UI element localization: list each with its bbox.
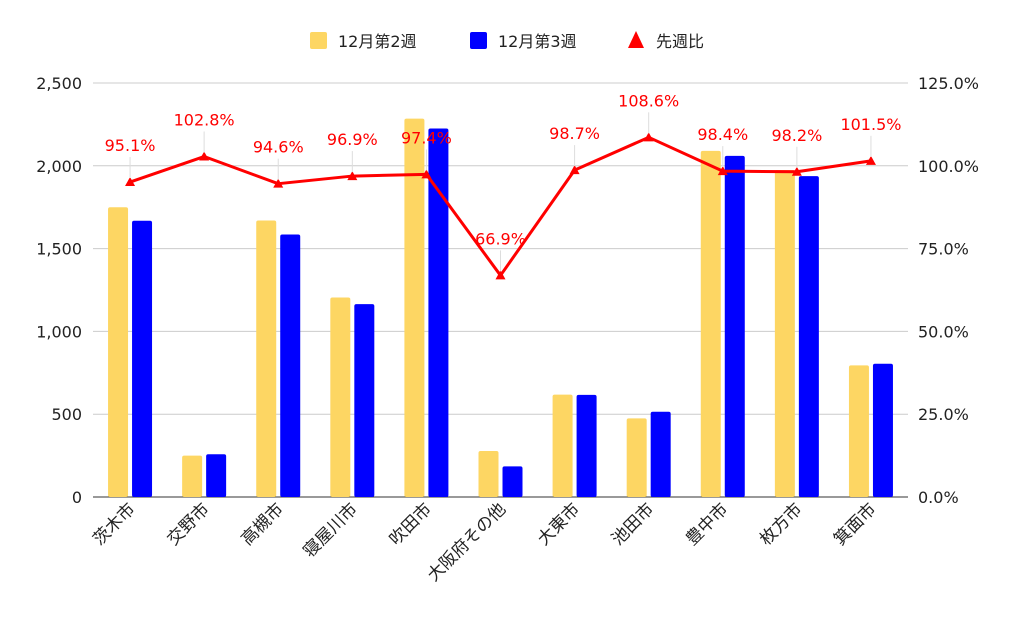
ratio-point — [717, 166, 728, 176]
bar-week3 — [798, 176, 819, 497]
legend-label: 12月第2週 — [338, 32, 417, 51]
left-tick-label: 2,500 — [36, 74, 82, 93]
bar-week3 — [576, 394, 597, 497]
bar-week3 — [650, 411, 671, 497]
right-tick-label: 125.0% — [918, 74, 979, 93]
legend-label: 先週比 — [656, 32, 704, 51]
bar-week2 — [478, 450, 499, 497]
ratio-data-label: 66.9% — [475, 229, 526, 248]
ratio-point — [347, 171, 358, 181]
legend-swatch — [310, 32, 327, 49]
ratio-data-label: 98.4% — [697, 125, 748, 144]
ratio-data-label: 95.1% — [105, 136, 156, 155]
left-tick-label: 1,000 — [36, 322, 82, 341]
ratio-point — [791, 166, 802, 176]
ratio-point — [495, 270, 506, 280]
right-tick-label: 25.0% — [918, 405, 969, 424]
category-label: 池田市 — [608, 499, 658, 549]
left-tick-label: 2,000 — [36, 157, 82, 176]
bar-week3 — [724, 155, 745, 497]
category-label: 寝屋川市 — [299, 499, 362, 562]
right-axis-ticks: 0.0% 25.0% 50.0% 75.0% 100.0% 125.0% — [918, 74, 979, 507]
ratio-data-label: 94.6% — [253, 138, 304, 157]
right-tick-label: 0.0% — [918, 488, 959, 507]
ratio-data-label: 108.6% — [618, 91, 679, 110]
bar-week3 — [280, 234, 301, 498]
bar-week2 — [330, 297, 351, 497]
legend-label: 12月第3週 — [498, 32, 577, 51]
bar-week2 — [108, 207, 129, 497]
category-label: 交野市 — [163, 499, 213, 549]
bar-week2 — [256, 220, 277, 497]
left-axis-ticks: 0 500 1,000 1,500 2,000 2,500 — [36, 74, 82, 507]
left-tick-label: 1,500 — [36, 240, 82, 259]
ratio-point — [643, 132, 654, 142]
bar-week2 — [182, 455, 203, 497]
bar-week3 — [132, 220, 153, 497]
category-label: 箕面市 — [830, 499, 880, 549]
bar-week2 — [774, 169, 795, 497]
bar-week3 — [872, 363, 893, 497]
bar-week2 — [848, 365, 869, 497]
category-label: 大東市 — [534, 499, 584, 549]
left-tick-label: 0 — [72, 488, 82, 507]
ratio-point — [569, 165, 580, 175]
right-tick-label: 100.0% — [918, 157, 979, 176]
ratio-data-labels: 95.1% 102.8% 94.6% 96.9% 97.4% 66.9% 98.7% 108.… — [105, 91, 901, 272]
legend: 12月第2週 12月第3週 先週比 — [310, 31, 704, 51]
category-label: 豊中市 — [682, 499, 732, 549]
legend-swatch — [470, 32, 487, 49]
ratio-data-label: 101.5% — [840, 115, 901, 134]
bar-week3 — [206, 454, 227, 497]
ratio-data-label: 96.9% — [327, 130, 378, 149]
bar-week2 — [404, 118, 425, 497]
left-tick-label: 500 — [51, 405, 82, 424]
bar-week2 — [700, 150, 721, 497]
ratio-line — [125, 132, 876, 280]
ratio-point — [421, 169, 432, 179]
bars — [108, 118, 893, 498]
bar-week3 — [428, 128, 449, 498]
right-tick-label: 75.0% — [918, 240, 969, 259]
category-label: 茨木市 — [89, 499, 139, 549]
ratio-point — [273, 178, 284, 188]
bar-week2 — [552, 394, 573, 497]
ratio-data-label: 98.2% — [771, 126, 822, 145]
category-label: 吹田市 — [386, 499, 436, 549]
category-label: 枚方市 — [756, 499, 806, 549]
bar-week3 — [354, 304, 375, 497]
ratio-data-label: 102.8% — [174, 111, 235, 130]
category-label: 高槻市 — [238, 499, 288, 549]
bar-week2 — [626, 418, 647, 497]
ratio-point — [125, 177, 136, 187]
ratio-data-label: 97.4% — [401, 128, 452, 147]
legend-swatch — [628, 31, 644, 48]
bar-week3 — [502, 466, 523, 497]
ratio-data-label: 98.7% — [549, 124, 600, 143]
ratio-point — [199, 151, 210, 161]
ratio-point — [865, 155, 876, 165]
right-tick-label: 50.0% — [918, 322, 969, 341]
category-label: 大阪府その他 — [424, 499, 510, 585]
